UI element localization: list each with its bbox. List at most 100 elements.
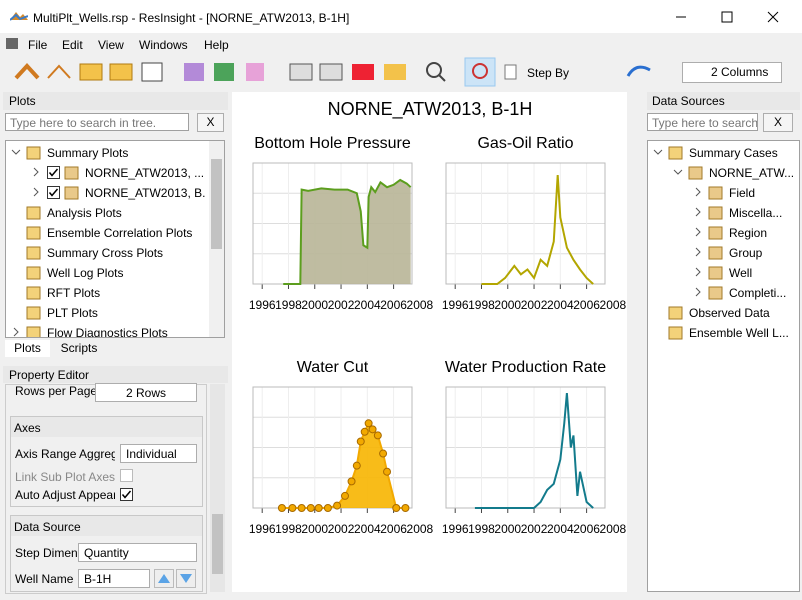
tree-item[interactable]: Summary Plots: [6, 144, 208, 162]
tree-item[interactable]: Well: [648, 264, 798, 282]
data-point: [297, 504, 306, 512]
tree-label: Well Log Plots: [47, 266, 124, 280]
checkbox[interactable]: [120, 488, 133, 501]
menu-item[interactable]: Help: [204, 38, 229, 52]
range-combo[interactable]: Individual: [120, 444, 197, 463]
x-tick-label: 2006: [380, 298, 407, 312]
tree-item[interactable]: Summary Cases: [648, 144, 798, 162]
x-tick-label: 2004: [354, 298, 381, 312]
panel-title: Property Editor: [9, 368, 90, 382]
tree-icon: [708, 266, 723, 280]
collapsed-arrow: [695, 247, 701, 257]
checkbox[interactable]: [120, 469, 133, 482]
sources-tree: Summary Cases NORNE_ATW... Field Miscella..…: [647, 140, 800, 592]
tree-item[interactable]: Field: [648, 184, 798, 202]
data-point: [333, 501, 342, 510]
scroll-thumb[interactable]: [211, 159, 222, 249]
scrollbar[interactable]: [627, 92, 641, 592]
tree-label: Well: [729, 266, 753, 280]
tree-item[interactable]: Summary Cross Plots: [6, 244, 208, 262]
columns-combo[interactable]: 2 Columns: [682, 62, 782, 83]
collapsed-arrow: [695, 207, 701, 217]
step-combo[interactable]: Quantity: [78, 543, 197, 562]
tree-icons: [26, 266, 41, 280]
tree-item[interactable]: Miscella...: [648, 204, 798, 222]
series-line: [474, 392, 594, 509]
menu-item[interactable]: Edit: [62, 38, 83, 52]
plot-title: Gas-Oil Ratio: [477, 135, 573, 152]
x-tick-label: 2000: [494, 522, 521, 536]
rows-combo[interactable]: 2 Rows: [95, 383, 197, 402]
tree-item[interactable]: Flow Diagnostics Plots: [6, 324, 208, 338]
tree-item[interactable]: NORNE_ATW2013, B...: [6, 184, 208, 202]
scroll-thumb[interactable]: [212, 514, 223, 574]
scrollbar[interactable]: [210, 384, 225, 592]
group-header[interactable]: Axes: [11, 417, 202, 437]
tree-label: PLT Plots: [47, 306, 98, 320]
data-point: [373, 431, 382, 440]
x-tick-label: 2006: [573, 522, 600, 536]
tree-item[interactable]: Region: [648, 224, 798, 242]
menu-item[interactable]: View: [98, 38, 124, 52]
group-header[interactable]: Data Source: [11, 516, 202, 536]
x-tick-label: 1996: [249, 522, 276, 536]
expanded-arrow: [673, 169, 683, 175]
tree-label: Region: [729, 226, 768, 240]
expanded-arrow: [653, 149, 663, 155]
data-point: [383, 467, 392, 476]
menu-item[interactable]: Windows: [139, 38, 188, 52]
toolbar-icons[interactable]: [0, 56, 802, 88]
data-point: [379, 449, 388, 458]
collapsed-arrow: [33, 167, 39, 177]
x-tick-label: 2002: [521, 298, 548, 312]
window-controls[interactable]: [660, 0, 802, 33]
tree-label: Completi...: [729, 286, 787, 300]
search-clear[interactable]: X: [197, 113, 224, 132]
tree-item[interactable]: RFT Plots: [6, 284, 208, 302]
tree-icon: [668, 146, 683, 160]
tree-label: Flow Diagnostics Plots: [47, 326, 168, 338]
tab[interactable]: Plots: [5, 340, 50, 357]
scrollbar[interactable]: [209, 141, 224, 337]
tree-label: NORNE_ATW...: [709, 166, 795, 180]
tree-item[interactable]: Group: [648, 244, 798, 262]
tree-item[interactable]: Completi...: [648, 284, 798, 302]
tree-label: Ensemble Well L...: [689, 326, 789, 340]
sources-search[interactable]: Type here to search...: [647, 113, 758, 131]
data-sources-header: Data Sources: [647, 92, 800, 110]
collapsed-arrow: [13, 327, 19, 337]
panel-title: Plots: [9, 94, 36, 108]
well-combo[interactable]: B-1H: [78, 569, 150, 588]
data-point: [392, 504, 401, 512]
x-tick-label: 2008: [600, 522, 627, 536]
search-clear[interactable]: X: [763, 113, 793, 132]
collapsed-arrow: [695, 227, 701, 237]
tree-icon: [688, 166, 703, 180]
tab[interactable]: Scripts: [60, 341, 98, 355]
tree-item[interactable]: Ensemble Well L...: [648, 324, 798, 342]
data-point: [277, 504, 286, 512]
tree-item[interactable]: Analysis Plots: [6, 204, 208, 222]
tree-icons: [695, 246, 723, 260]
tree-item[interactable]: NORNE_ATW2013, ...: [6, 164, 208, 182]
plots-tree: Summary Plots NORNE_ATW2013, ... NORNE_ATW…: [5, 140, 225, 338]
tree-icon: [26, 246, 41, 260]
tree-item[interactable]: Well Log Plots: [6, 264, 208, 282]
menu-item[interactable]: File: [28, 38, 48, 52]
step-buttons[interactable]: [154, 569, 198, 588]
tree-checkbox[interactable]: [47, 166, 60, 179]
tree-icons: [695, 206, 723, 220]
step-by-label[interactable]: Step By: [527, 66, 570, 80]
tree-icons: [26, 286, 41, 300]
tree-item[interactable]: Observed Data: [648, 304, 798, 322]
plots-search[interactable]: Type here to search in tree.: [5, 113, 189, 131]
tree-item[interactable]: Ensemble Correlation Plots: [6, 224, 208, 242]
tree-item[interactable]: PLT Plots: [6, 304, 208, 322]
check-mark: [48, 188, 59, 197]
tree-checkbox[interactable]: [47, 186, 60, 199]
tree-icons: [26, 226, 41, 240]
data-point: [352, 461, 361, 470]
tree-item[interactable]: NORNE_ATW...: [648, 164, 798, 182]
tree-label: Observed Data: [689, 306, 770, 320]
group-box: [10, 416, 203, 507]
